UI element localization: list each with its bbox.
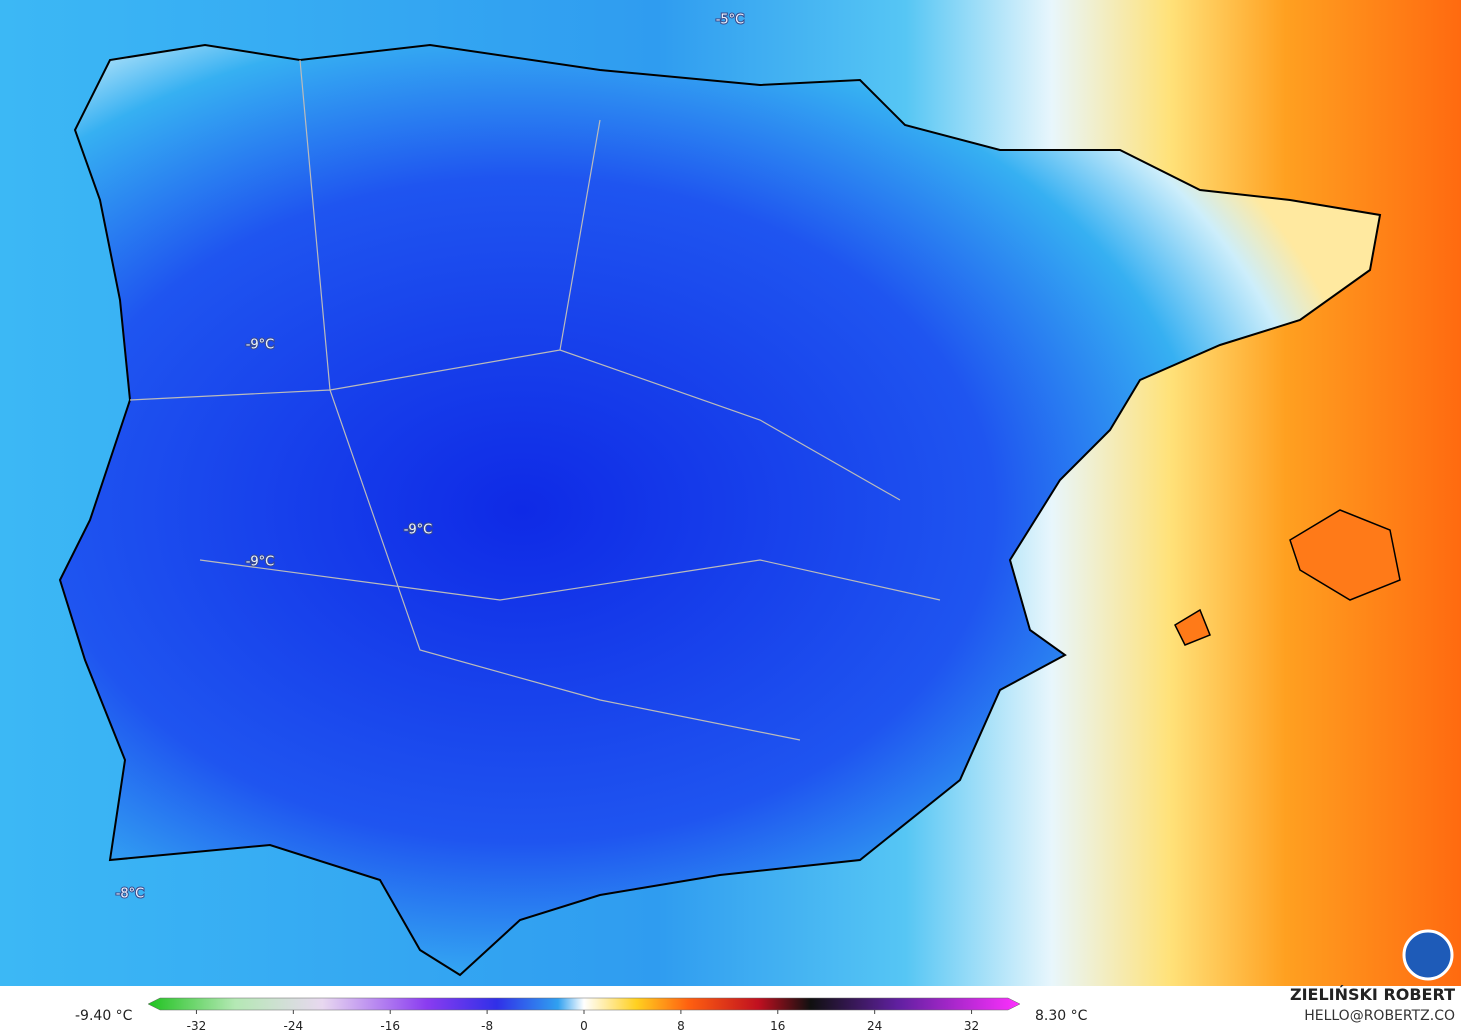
colorbar-tick-label: -24 — [284, 1019, 304, 1033]
footer — [0, 986, 1461, 1035]
colorbar-tick-label: -32 — [187, 1019, 207, 1033]
colorbar-tick-label: 24 — [867, 1019, 882, 1033]
map-label: -5°C — [716, 13, 745, 28]
islands — [1174, 509, 1401, 646]
colorbar-tick-label: -16 — [380, 1019, 400, 1033]
colorbar-tick-label: -8 — [481, 1019, 493, 1033]
credit-author: ZIELIŃSKI ROBERT — [1290, 985, 1455, 1004]
colorbar — [147, 997, 1021, 1011]
colorbar-tick-label: 16 — [770, 1019, 785, 1033]
map-label: -9°C — [404, 523, 433, 538]
map-label: -9°C — [246, 338, 275, 353]
colorbar-tick-label: 0 — [580, 1019, 588, 1033]
noaa-logo — [1402, 929, 1454, 981]
colorbar-tick-label: 8 — [677, 1019, 685, 1033]
map-label: -9°C — [246, 555, 275, 570]
colorbar-max: 8.30 °C — [1035, 1008, 1088, 1024]
colorbar-tick-label: 32 — [964, 1019, 979, 1033]
colorbar-min: -9.40 °C — [75, 1008, 133, 1024]
coastline — [58, 43, 1382, 977]
map-label: -8°C — [116, 887, 145, 902]
region-borders — [129, 59, 941, 741]
credit-contact: HELLO@ROBERTZ.CO — [1304, 1008, 1455, 1024]
